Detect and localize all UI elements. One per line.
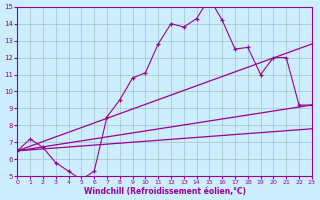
X-axis label: Windchill (Refroidissement éolien,°C): Windchill (Refroidissement éolien,°C) — [84, 187, 245, 196]
